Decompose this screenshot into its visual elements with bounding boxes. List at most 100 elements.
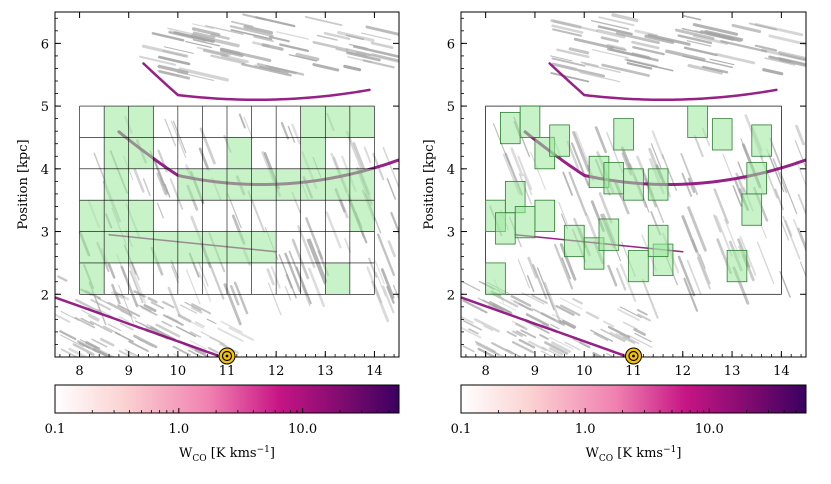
gas-streak: [107, 323, 122, 332]
gas-streak: [522, 173, 533, 196]
gas-streak: [139, 55, 177, 66]
gas-streak: [525, 320, 550, 334]
gas-streak: [168, 30, 207, 42]
gas-streak: [570, 142, 590, 187]
gas-streak: [510, 147, 524, 177]
gas-streak: [552, 28, 582, 37]
gas-streak: [205, 356, 208, 357]
gas-streak: [205, 25, 244, 35]
gas-streak: [553, 243, 574, 290]
colorbar-tick-label: 0.1: [451, 422, 472, 437]
selection-box: [647, 168, 669, 201]
gas-streak: [615, 333, 636, 345]
gas-streak: [252, 41, 270, 48]
gas-streak: [128, 263, 147, 304]
gas-streak: [596, 29, 626, 39]
gas-streak: [778, 51, 806, 61]
selection-box: [751, 124, 772, 157]
gas-streak: [139, 305, 152, 312]
gas-streak: [461, 315, 474, 324]
gas-streak: [462, 299, 488, 314]
gas-streak: [295, 266, 312, 305]
gas-streak: [220, 49, 244, 58]
gas-streak: [72, 343, 95, 356]
gas-streak: [158, 70, 191, 80]
x-tick-label: 8: [482, 364, 490, 379]
selection-box: [564, 224, 585, 258]
selection-box: [711, 118, 733, 151]
gas-streak: [590, 329, 614, 342]
gas-streak: [691, 239, 711, 285]
selection-box: [623, 168, 644, 201]
gas-streak: [96, 358, 114, 367]
gas-streak: [551, 313, 565, 321]
gas-streak: [308, 267, 326, 308]
gas-streak: [196, 46, 231, 56]
sun-marker-dot: [632, 354, 635, 358]
gas-streak: [261, 43, 284, 51]
gas-streak: [491, 292, 519, 308]
gas-streak: [255, 16, 296, 28]
highlighted-cell: [227, 231, 252, 263]
gas-streak: [208, 347, 219, 354]
gas-streak: [198, 147, 209, 169]
highlighted-cell: [349, 200, 375, 232]
gas-streak: [551, 62, 578, 71]
highlighted-cell: [128, 106, 154, 138]
gas-streak: [241, 63, 292, 77]
gas-streak: [375, 271, 387, 297]
gas-streak: [748, 22, 778, 31]
gas-streak: [98, 350, 110, 357]
gas-streak: [365, 25, 399, 36]
gas-streak: [185, 41, 212, 48]
gas-streak: [756, 241, 775, 285]
gas-streak: [287, 125, 296, 143]
gas-streak: [644, 34, 675, 45]
gas-streak: [192, 31, 216, 39]
gas-streak: [549, 55, 573, 62]
gas-streak: [784, 219, 793, 237]
x-tick-label: 8: [75, 364, 83, 379]
gas-streak: [579, 71, 621, 83]
gas-streak: [68, 347, 89, 357]
gas-streak: [683, 15, 702, 21]
gas-streak: [169, 178, 184, 210]
y-tick-label: 3: [41, 226, 49, 241]
gas-streak: [199, 127, 216, 165]
gas-streak: [492, 303, 513, 315]
gas-streak: [164, 118, 177, 147]
gas-streak: [278, 254, 297, 299]
gas-streak: [797, 193, 806, 217]
colorbar-title: WCO [K kms−1]: [179, 445, 275, 464]
gas-streak: [220, 47, 272, 63]
gas-streak: [550, 18, 582, 29]
gas-streak: [370, 41, 394, 49]
y-tick-label: 2: [41, 288, 49, 303]
gas-streak: [288, 54, 318, 62]
gas-streak: [558, 201, 568, 225]
gas-streak: [301, 285, 311, 307]
gas-streak: [284, 252, 302, 293]
gas-streak: [593, 332, 609, 341]
gas-streak: [113, 358, 121, 362]
gas-streak: [363, 146, 372, 164]
gas-streak: [280, 121, 290, 140]
gas-streak: [60, 310, 80, 322]
gas-streak: [141, 44, 189, 58]
x-tick-label: 11: [625, 364, 642, 379]
gas-streak: [392, 284, 399, 300]
gas-streak: [492, 305, 503, 312]
gas-streak: [59, 330, 77, 341]
gas-streak: [376, 233, 396, 277]
gas-streak: [556, 48, 590, 59]
gas-streak: [167, 286, 181, 316]
gas-streak: [199, 374, 219, 384]
gas-streak: [163, 314, 184, 326]
selection-box: [746, 162, 767, 195]
gas-streak: [151, 32, 185, 42]
gas-streak: [550, 324, 560, 330]
gas-streak: [559, 297, 583, 310]
highlighted-cell: [202, 231, 227, 263]
y-tick-label: 4: [41, 163, 49, 178]
highlighted-cell: [104, 137, 129, 169]
